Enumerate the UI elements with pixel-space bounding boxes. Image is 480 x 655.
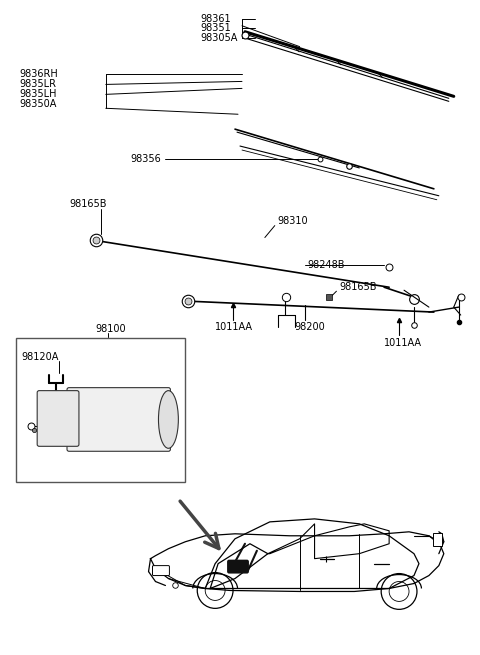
Text: 98350A: 98350A	[19, 100, 57, 109]
Text: 1011AA: 1011AA	[215, 322, 253, 332]
FancyBboxPatch shape	[433, 533, 443, 546]
Text: 1011AA: 1011AA	[384, 338, 422, 348]
FancyBboxPatch shape	[227, 559, 249, 574]
Text: 98361: 98361	[200, 14, 231, 24]
Text: 98351: 98351	[200, 23, 231, 33]
Text: 98248B: 98248B	[308, 260, 345, 271]
Text: 98165B: 98165B	[69, 198, 107, 209]
Text: 98356: 98356	[131, 154, 161, 164]
FancyBboxPatch shape	[37, 390, 79, 446]
Text: 98305A: 98305A	[200, 33, 238, 43]
Text: 9836RH: 9836RH	[19, 69, 58, 79]
Text: 98120A: 98120A	[21, 352, 59, 362]
Text: 9835LR: 9835LR	[19, 79, 56, 90]
Text: 9835LH: 9835LH	[19, 89, 57, 100]
Text: 98100: 98100	[96, 324, 126, 334]
Bar	[16, 338, 185, 482]
Text: 98310: 98310	[278, 215, 309, 225]
FancyBboxPatch shape	[67, 388, 170, 451]
Text: 98165B: 98165B	[339, 282, 377, 292]
FancyBboxPatch shape	[153, 566, 169, 576]
Ellipse shape	[158, 390, 179, 448]
Text: 98200: 98200	[295, 322, 325, 332]
